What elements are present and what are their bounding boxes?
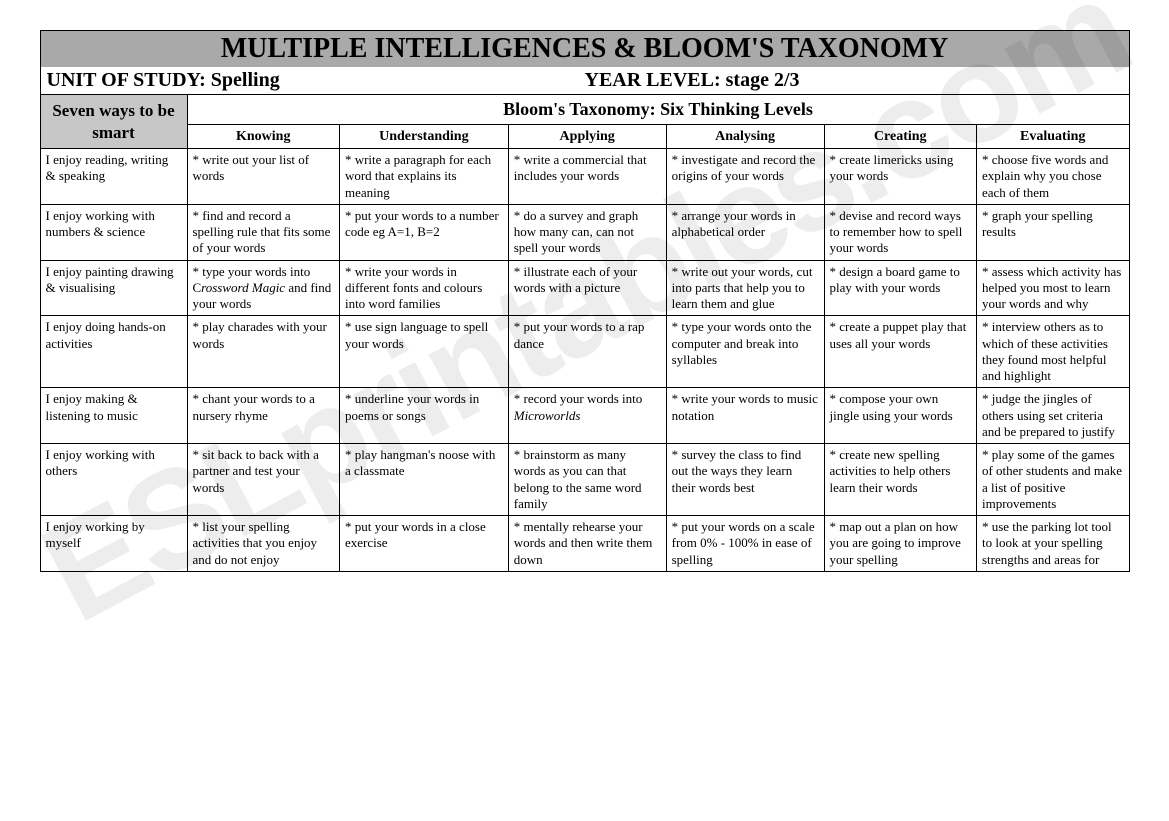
table-cell: * use the parking lot tool to look at yo… <box>976 516 1129 572</box>
table-cell: * put your words to a rap dance <box>508 316 666 388</box>
subheader-row: UNIT OF STUDY: Spelling YEAR LEVEL: stag… <box>40 67 1130 94</box>
table-row: I enjoy painting drawing & visualising* … <box>40 260 1129 316</box>
table-cell: * sit back to back with a partner and te… <box>187 444 339 516</box>
table-cell: * brainstorm as many words as you can th… <box>508 444 666 516</box>
table-row: I enjoy working with numbers & science* … <box>40 204 1129 260</box>
table-cell: * write your words in different fonts an… <box>339 260 508 316</box>
table-cell: * write out your list of words <box>187 149 339 205</box>
row-label: I enjoy painting drawing & visualising <box>40 260 187 316</box>
table-cell: * arrange your words in alphabetical ord… <box>666 204 824 260</box>
table-cell: * type your words onto the computer and … <box>666 316 824 388</box>
row-label: I enjoy working with numbers & science <box>40 204 187 260</box>
table-cell: * play hangman's noose with a classmate <box>339 444 508 516</box>
main-title: MULTIPLE INTELLIGENCES & BLOOM'S TAXONOM… <box>40 30 1130 67</box>
table-cell: * judge the jingles of others using set … <box>976 388 1129 444</box>
table-cell: * map out a plan on how you are going to… <box>824 516 976 572</box>
table-cell: * write your words to music notation <box>666 388 824 444</box>
table-cell: * mentally rehearse your words and then … <box>508 516 666 572</box>
row-label: I enjoy working by myself <box>40 516 187 572</box>
table-row: I enjoy reading, writing & speaking* wri… <box>40 149 1129 205</box>
bloom-header: Bloom's Taxonomy: Six Thinking Levels <box>187 95 1129 125</box>
table-cell: * find and record a spelling rule that f… <box>187 204 339 260</box>
table-cell: * put your words to a number code eg A=1… <box>339 204 508 260</box>
table-row: I enjoy doing hands-on activities* play … <box>40 316 1129 388</box>
table-body: I enjoy reading, writing & speaking* wri… <box>40 149 1129 572</box>
table-row: I enjoy working with others* sit back to… <box>40 444 1129 516</box>
column-header-creating: Creating <box>824 124 976 149</box>
row-label: I enjoy doing hands-on activities <box>40 316 187 388</box>
corner-header: Seven ways to be smart <box>40 95 187 149</box>
table-cell: * write a paragraph for each word that e… <box>339 149 508 205</box>
table-cell: * graph your spelling results <box>976 204 1129 260</box>
table-cell: * devise and record ways to remember how… <box>824 204 976 260</box>
table-cell: * do a survey and graph how many can, ca… <box>508 204 666 260</box>
year-value: stage 2/3 <box>726 69 800 91</box>
table-cell: * compose your own jingle using your wor… <box>824 388 976 444</box>
table-cell: * put your words on a scale from 0% - 10… <box>666 516 824 572</box>
table-cell: * play charades with your words <box>187 316 339 388</box>
table-cell: * underline your words in poems or songs <box>339 388 508 444</box>
table-cell: * write a commercial that includes your … <box>508 149 666 205</box>
row-label: I enjoy making & listening to music <box>40 388 187 444</box>
column-header-analysing: Analysing <box>666 124 824 149</box>
column-header-row: KnowingUnderstandingApplyingAnalysingCre… <box>40 124 1129 149</box>
table-cell: * put your words in a close exercise <box>339 516 508 572</box>
row-label: I enjoy reading, writing & speaking <box>40 149 187 205</box>
table-cell: * play some of the games of other studen… <box>976 444 1129 516</box>
column-header-understanding: Understanding <box>339 124 508 149</box>
table-cell: * chant your words to a nursery rhyme <box>187 388 339 444</box>
table-cell: * type your words into Crossword Magic a… <box>187 260 339 316</box>
unit-label: UNIT OF STUDY: <box>47 69 206 91</box>
table-cell: * use sign language to spell your words <box>339 316 508 388</box>
document-page: MULTIPLE INTELLIGENCES & BLOOM'S TAXONOM… <box>40 30 1130 572</box>
table-cell: * design a board game to play with your … <box>824 260 976 316</box>
table-cell: * record your words into Microworlds <box>508 388 666 444</box>
table-row: I enjoy making & listening to music* cha… <box>40 388 1129 444</box>
table-cell: * investigate and record the origins of … <box>666 149 824 205</box>
table-cell: * write out your words, cut into parts t… <box>666 260 824 316</box>
year-label: YEAR LEVEL: <box>585 69 721 91</box>
column-header-evaluating: Evaluating <box>976 124 1129 149</box>
table-cell: * assess which activity has helped you m… <box>976 260 1129 316</box>
table-cell: * list your spelling activities that you… <box>187 516 339 572</box>
table-cell: * survey the class to find out the ways … <box>666 444 824 516</box>
column-header-applying: Applying <box>508 124 666 149</box>
taxonomy-table: Seven ways to be smart Bloom's Taxonomy:… <box>40 94 1130 572</box>
table-row: I enjoy working by myself* list your spe… <box>40 516 1129 572</box>
table-cell: * create limericks using your words <box>824 149 976 205</box>
table-cell: * create new spelling activities to help… <box>824 444 976 516</box>
table-cell: * interview others as to which of these … <box>976 316 1129 388</box>
row-label: I enjoy working with others <box>40 444 187 516</box>
column-header-knowing: Knowing <box>187 124 339 149</box>
table-cell: * create a puppet play that uses all you… <box>824 316 976 388</box>
unit-value: Spelling <box>211 69 280 91</box>
table-cell: * choose five words and explain why you … <box>976 149 1129 205</box>
table-cell: * illustrate each of your words with a p… <box>508 260 666 316</box>
